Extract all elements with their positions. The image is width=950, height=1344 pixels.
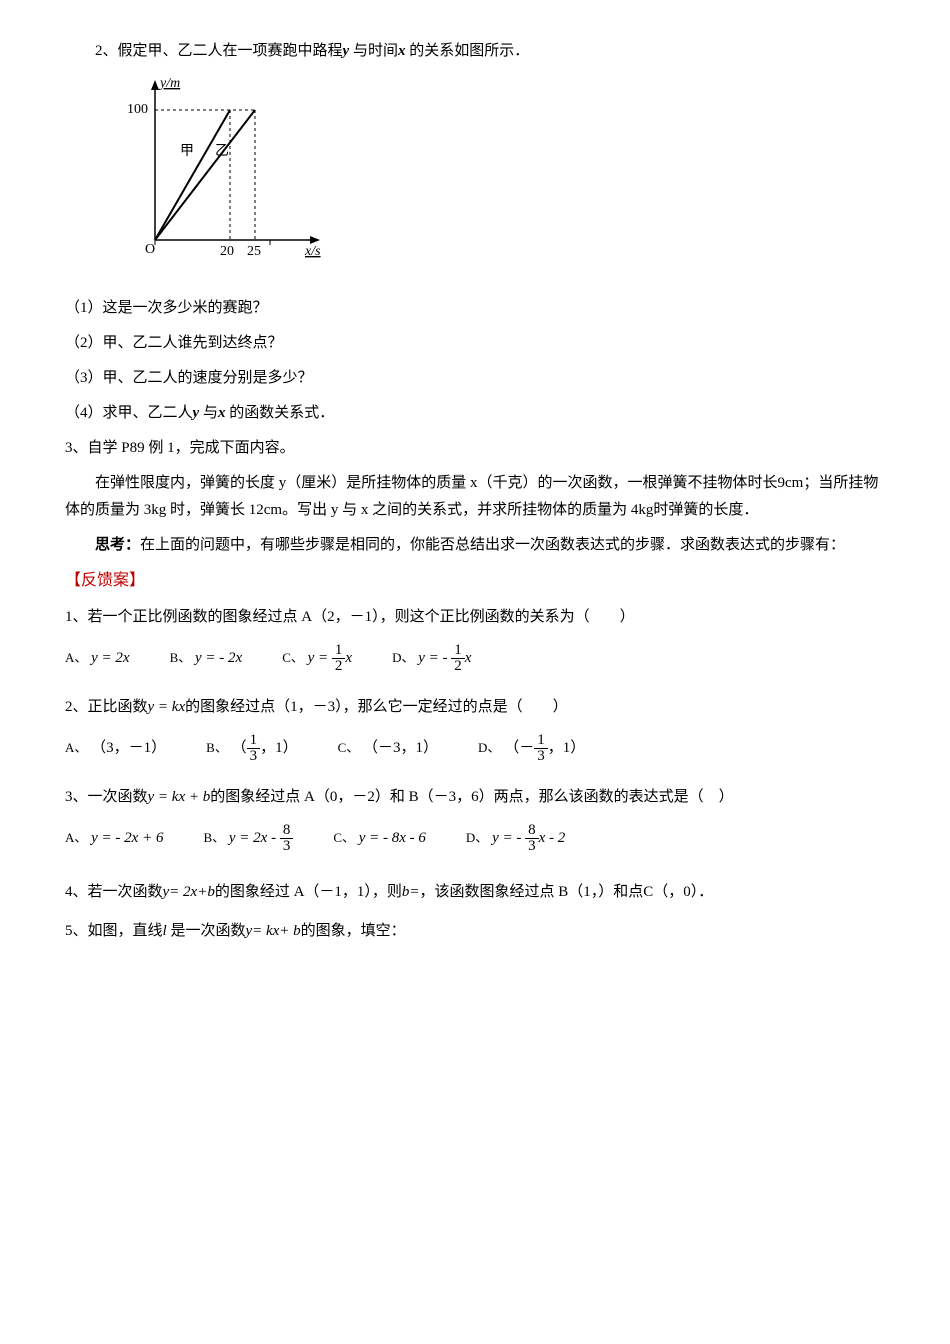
q1-optA: A、 y = 2x (65, 645, 130, 672)
q2-optC: C、 （－3，1） (338, 735, 438, 762)
q2-optD: D、 （－13，1） (478, 733, 585, 764)
q3-optD: D、 y = - 83x - 2 (466, 823, 565, 854)
q1-optC: C、 y = 12x (282, 643, 352, 674)
q2-optA: A、 （3，－1） (65, 735, 166, 762)
chart-y-label: y/m (158, 76, 180, 91)
q3-optA: A、 y = - 2x + 6 (65, 825, 163, 852)
fb-q4: 4、若一次函数y= 2x+b的图象经过 A（－1，1），则b=，该函数图象经过点… (65, 874, 885, 910)
p2-q3: （3）甲、乙二人的速度分别是多少？ (65, 365, 885, 392)
fb-q1-options: A、 y = 2x B、 y = - 2x C、 y = 12x D、 y = … (65, 643, 885, 674)
p2-text-a: 2、假定甲、乙二人在一项赛跑中路程 (95, 43, 343, 59)
chart-line1-label: 甲 (180, 144, 194, 159)
chart-x-label: x/s (304, 244, 321, 259)
think-text: 在上面的问题中，有哪些步骤是相同的，你能否总结出求一次函数表达式的步骤．求函数表… (140, 537, 845, 553)
p2-text-b: 与时间 (349, 43, 398, 59)
p2-q4: （4）求甲、乙二人y 与x 的函数关系式． (65, 400, 885, 427)
chart-x-tick2: 25 (247, 244, 261, 259)
fb-q3: 3、一次函数y = kx + b的图象经过点 A（0，－2）和 B（－3，6）两… (65, 784, 885, 811)
p3-line2: 在弹性限度内，弹簧的长度 y（厘米）是所挂物体的质量 x（千克）的一次函数，一根… (65, 470, 885, 524)
feedback-title: 【反馈案】 (65, 567, 885, 596)
fb-q5: 5、如图，直线l 是一次函数y= kx+ b的图象，填空： (65, 918, 885, 945)
q3-optB: B、 y = 2x - 83 (203, 823, 293, 854)
fb-q2-options: A、 （3，－1） B、 （13，1） C、 （－3，1） D、 （－13，1） (65, 733, 885, 764)
chart-y-tick: 100 (127, 102, 148, 117)
p2-q2: （2）甲、乙二人谁先到达终点？ (65, 330, 885, 357)
chart-svg: O y/m x/s 100 20 25 甲 乙 (125, 75, 335, 265)
chart-x-tick1: 20 (220, 244, 234, 259)
p2-q1: （1）这是一次多少米的赛跑？ (65, 295, 885, 322)
p3-line1: 3、自学 P89 例 1，完成下面内容。 (65, 435, 885, 462)
fb-q2: 2、正比函数y = kx的图象经过点（1，－3），那么它一定经过的点是（ ） (65, 694, 885, 721)
q2-optB: B、 （13，1） (206, 733, 297, 764)
q3-optC: C、 y = - 8x - 6 (333, 825, 426, 852)
race-chart: O y/m x/s 100 20 25 甲 乙 (125, 75, 885, 275)
p2-text-c: 的关系如图所示． (405, 43, 529, 59)
q1-optD: D、 y = - 12x (392, 643, 471, 674)
fb-q3-options: A、 y = - 2x + 6 B、 y = 2x - 83 C、 y = - … (65, 823, 885, 854)
q1-optB: B、 y = - 2x (170, 645, 243, 672)
problem2-intro: 2、假定甲、乙二人在一项赛跑中路程y 与时间x 的关系如图所示． (65, 38, 885, 65)
fb-q1: 1、若一个正比例函数的图象经过点 A（2，－1），则这个正比例函数的关系为（ ） (65, 604, 885, 631)
chart-origin: O (145, 242, 155, 257)
chart-line2-label: 乙 (215, 143, 229, 159)
p3-think: 思考：在上面的问题中，有哪些步骤是相同的，你能否总结出求一次函数表达式的步骤．求… (65, 532, 885, 559)
think-label: 思考： (95, 537, 140, 553)
